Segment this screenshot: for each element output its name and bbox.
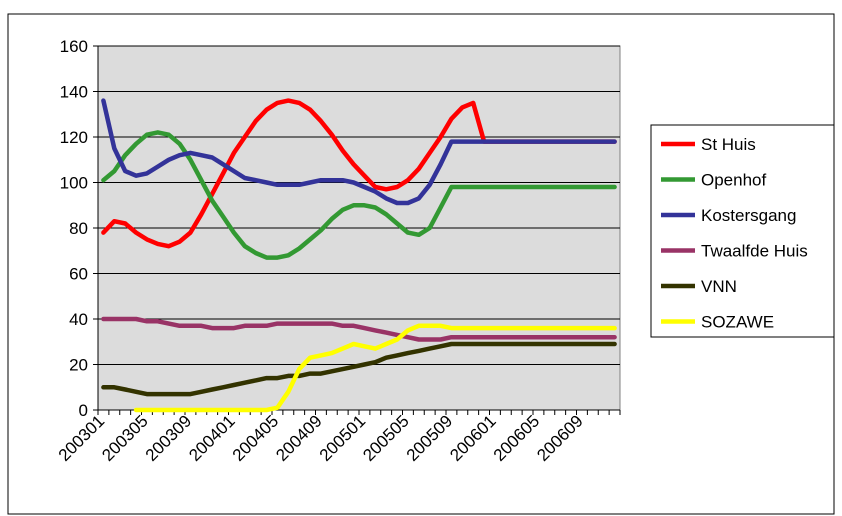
y-tick-label: 60: [69, 265, 88, 284]
y-tick-label: 20: [69, 356, 88, 375]
series-line-vnn: [101, 341, 617, 397]
legend-label-sozawe: SOZAWE: [701, 313, 774, 332]
legend-label-st-huis: St Huis: [701, 135, 756, 154]
y-tick-label: 120: [60, 128, 88, 147]
y-tick-label: 100: [60, 174, 88, 193]
series-lines: [101, 98, 617, 413]
y-tick-label: 0: [79, 401, 88, 420]
series-line-kostersgang: [101, 98, 617, 206]
y-tick-label: 140: [60, 83, 88, 102]
series-line-twaalfde-huis: [101, 316, 617, 342]
y-tick-label: 80: [69, 219, 88, 238]
legend-label-twaalfde-huis: Twaalfde Huis: [701, 242, 808, 261]
legend-label-kostersgang: Kostersgang: [701, 206, 796, 225]
y-tick-label: 40: [69, 310, 88, 329]
series-line-openhof: [101, 130, 617, 260]
legend-label-vnn: VNN: [701, 277, 737, 296]
series-line-sozawe: [133, 323, 617, 413]
legend-box: [650, 124, 835, 338]
legend: St Huis Openhof Kostersgang Twaalfde Huis VN…: [650, 124, 835, 338]
legend-label-openhof: Openhof: [701, 171, 766, 190]
y-tick-label: 160: [60, 37, 88, 56]
